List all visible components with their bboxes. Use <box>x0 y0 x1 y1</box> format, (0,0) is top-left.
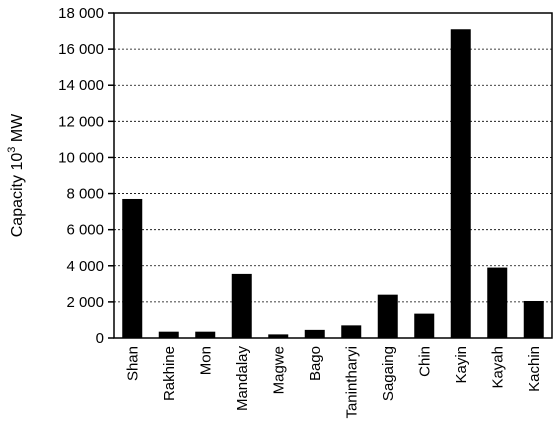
y-tick-label: 8 000 <box>66 186 104 203</box>
y-tick-label: 4 000 <box>66 258 104 275</box>
bar-mon <box>195 331 216 338</box>
bar-sagaing <box>377 294 398 338</box>
x-category-label: Kayin <box>453 346 470 384</box>
y-tick-label: 0 <box>96 330 104 347</box>
y-axis-title-unit: MW <box>9 113 26 147</box>
x-category-label: Magwe <box>270 346 287 394</box>
y-tick-label: 18 000 <box>58 5 104 22</box>
bar-mandalay <box>231 273 252 338</box>
x-category-label: Sagaing <box>380 346 397 401</box>
y-tick-label: 6 000 <box>66 222 104 239</box>
y-tick-label: 2 000 <box>66 294 104 311</box>
x-category-label: Kayah <box>489 346 506 389</box>
x-category-label: Mandalay <box>234 346 251 412</box>
x-category-label: Tanintharyi <box>343 346 360 419</box>
bar-chin <box>414 313 435 338</box>
x-category-label: Mon <box>197 346 214 375</box>
bar-tanintharyi <box>341 325 362 338</box>
y-tick-label: 14 000 <box>58 77 104 94</box>
x-category-label: Kachin <box>526 346 543 392</box>
y-axis-title-superscript: 3 <box>6 147 18 153</box>
y-tick-label: 10 000 <box>58 149 104 166</box>
bar-bago <box>304 329 325 338</box>
gridlines <box>114 48 552 303</box>
x-category-label: Shan <box>124 346 141 381</box>
bar-kachin <box>523 300 544 338</box>
bar-shan <box>122 198 143 338</box>
bar-magwe <box>268 334 289 338</box>
y-axis-ticks: 0 2 000 4 000 6 000 8 000 10 000 12 000 14 000 1… <box>58 5 114 347</box>
x-category-label: Rakhine <box>161 346 178 401</box>
y-axis-title: Capacity 103 MW <box>6 113 26 237</box>
x-category-label: Bago <box>307 346 324 381</box>
bar-rakhine <box>158 331 179 338</box>
x-axis-labels: Shan Rakhine Mon Mandalay Magwe Bago Taninthar… <box>124 346 543 419</box>
y-tick-label: 12 000 <box>58 113 104 130</box>
y-axis-title-text: Capacity 10 <box>9 153 26 238</box>
bars <box>122 29 544 338</box>
bar-kayah <box>487 267 508 338</box>
y-tick-label: 16 000 <box>58 41 104 58</box>
x-category-label: Chin <box>416 346 433 377</box>
plot-frame <box>113 12 553 339</box>
bar-kayin <box>450 29 471 338</box>
